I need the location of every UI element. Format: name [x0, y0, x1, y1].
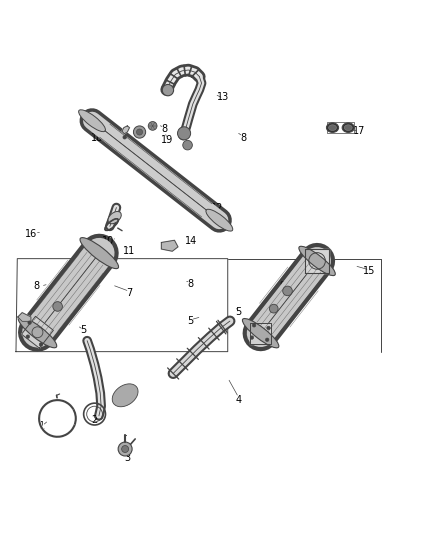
Text: 13: 13 [217, 92, 230, 102]
Ellipse shape [206, 209, 233, 231]
Text: 19: 19 [160, 135, 173, 145]
Polygon shape [18, 313, 31, 321]
Text: 12: 12 [211, 203, 223, 213]
Text: 2: 2 [92, 415, 98, 425]
Circle shape [123, 135, 127, 139]
Circle shape [148, 122, 157, 130]
Ellipse shape [342, 123, 354, 133]
Text: 8: 8 [161, 124, 167, 134]
Circle shape [122, 446, 129, 453]
Bar [327, 123, 354, 133]
Circle shape [137, 129, 143, 135]
Ellipse shape [114, 386, 136, 405]
Text: 5: 5 [26, 334, 32, 344]
Text: 8: 8 [33, 281, 39, 291]
Ellipse shape [108, 212, 121, 224]
Text: 1: 1 [39, 421, 45, 431]
Text: 9: 9 [279, 281, 286, 291]
Circle shape [265, 338, 269, 342]
Ellipse shape [242, 319, 279, 348]
Circle shape [162, 84, 173, 96]
Circle shape [53, 302, 63, 311]
Polygon shape [161, 240, 178, 251]
Circle shape [283, 286, 292, 296]
Text: 17: 17 [353, 126, 365, 136]
Ellipse shape [18, 317, 57, 348]
Circle shape [28, 321, 32, 325]
Circle shape [252, 324, 256, 327]
Text: 7: 7 [127, 288, 133, 298]
Ellipse shape [80, 238, 119, 269]
Text: 11: 11 [124, 246, 136, 256]
Polygon shape [21, 316, 53, 348]
Ellipse shape [117, 388, 134, 403]
Text: 15: 15 [364, 266, 376, 276]
Polygon shape [305, 249, 329, 273]
Text: 6: 6 [266, 316, 272, 326]
Ellipse shape [344, 125, 352, 131]
Text: 5: 5 [236, 308, 242, 317]
Text: 16: 16 [25, 229, 37, 239]
Circle shape [250, 336, 254, 340]
Text: 14: 14 [184, 236, 197, 246]
Text: 5: 5 [81, 325, 87, 335]
Text: 10: 10 [102, 236, 114, 246]
Text: 3: 3 [124, 453, 131, 463]
Text: 18: 18 [91, 133, 103, 143]
Ellipse shape [328, 125, 336, 131]
Circle shape [183, 140, 192, 150]
Ellipse shape [299, 246, 336, 276]
Text: 5: 5 [187, 316, 194, 326]
Circle shape [267, 326, 270, 330]
Circle shape [134, 126, 146, 138]
Circle shape [269, 304, 278, 313]
Circle shape [26, 335, 30, 338]
Circle shape [177, 127, 191, 140]
Circle shape [39, 343, 42, 346]
Circle shape [118, 442, 132, 456]
Polygon shape [250, 322, 271, 344]
Polygon shape [122, 126, 130, 134]
Text: 8: 8 [240, 133, 246, 143]
Text: 8: 8 [187, 279, 194, 289]
Ellipse shape [326, 123, 339, 133]
Ellipse shape [112, 384, 138, 407]
Ellipse shape [78, 110, 106, 132]
Text: 4: 4 [236, 394, 242, 405]
